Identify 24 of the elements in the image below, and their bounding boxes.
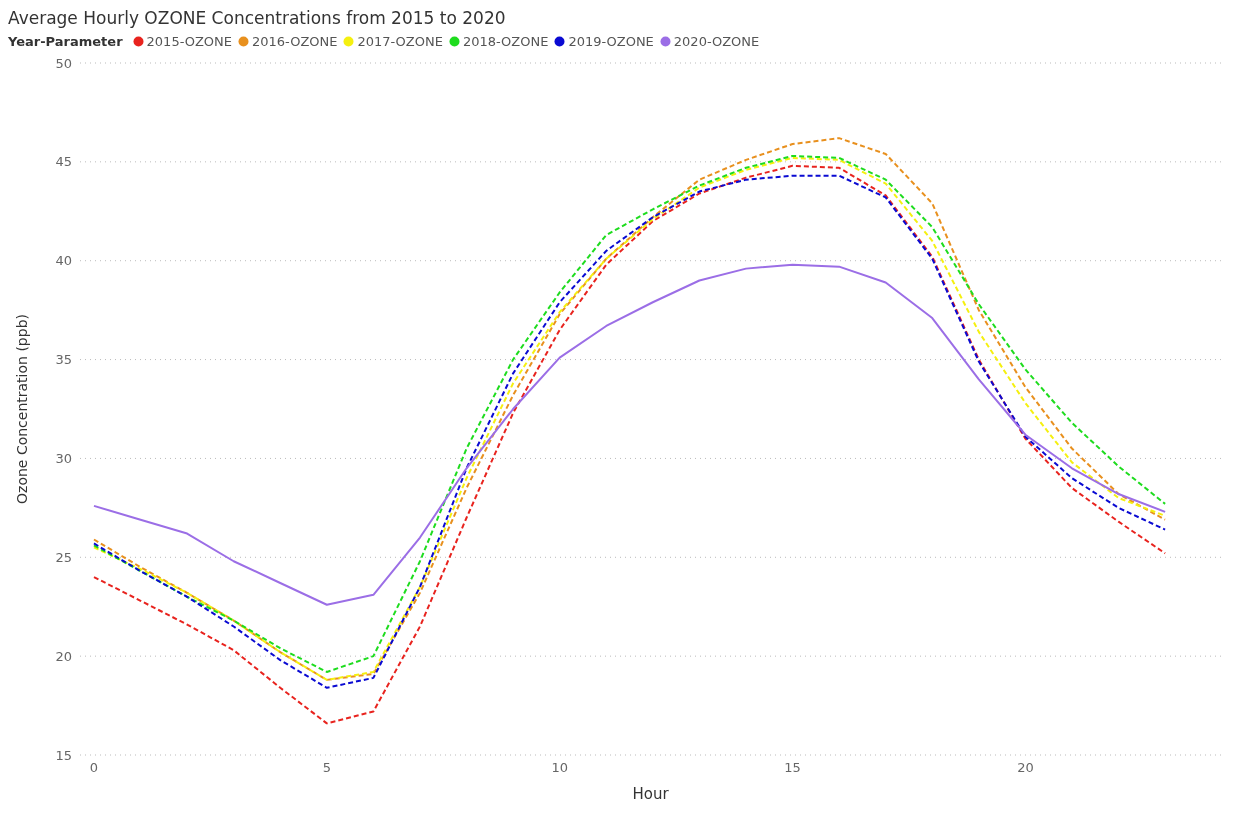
legend-label: 2019-OZONE [568,34,654,49]
y-axis-title: Ozone Concentration (ppb) [13,314,30,504]
x-tick-label: 5 [322,760,331,776]
line-series [92,263,1167,606]
x-axis-title: Hour [632,785,670,803]
y-tick-label: 45 [55,154,72,170]
y-tick-label: 25 [55,549,72,565]
y-tick-label: 40 [55,253,72,269]
x-tick-label: 10 [551,760,568,776]
legend-title: Year-Parameter [8,34,123,49]
y-tick-label: 30 [55,451,72,467]
legend-label: 2017-OZONE [357,34,443,49]
legend-label: 2015-OZONE [146,34,233,49]
chart-title: Average Hourly OZONE Concentrations from 2015 to 2020 [8,8,507,28]
y-tick-label: 15 [55,747,72,763]
x-tick-label: 20 [1017,760,1034,776]
legend-label: 2020-OZONE [673,34,760,49]
x-tick-label: 15 [784,760,801,776]
y-tick-label: 35 [55,352,72,368]
y-tick-label: 50 [55,55,72,71]
legend-label: 2016-OZONE [252,34,338,49]
y-tick-label: 20 [55,648,72,664]
legend-label: 2018-OZONE [462,34,549,49]
x-tick-label: 0 [89,760,99,776]
